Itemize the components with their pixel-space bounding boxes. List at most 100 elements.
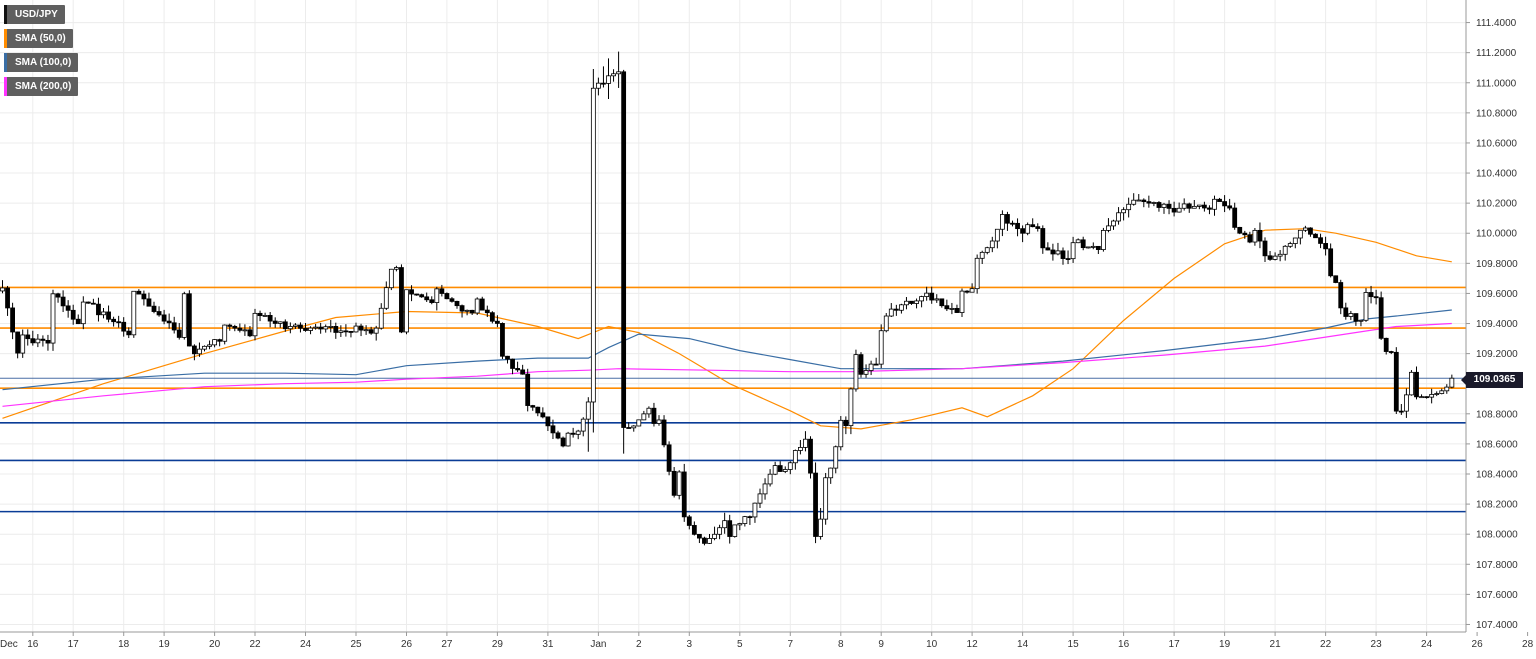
candle-down [126,330,132,336]
candle-up [353,325,359,333]
candle-down [515,368,520,371]
candle-up [1055,250,1061,255]
candle-up [474,298,480,314]
candle-down [540,412,546,418]
candle-up [596,82,601,89]
candle-down [156,311,162,316]
candle-up [338,330,344,333]
time-tick-label: 26 [401,639,413,650]
price-tick-label: 109.6000 [1476,289,1518,300]
candle-up [1292,237,1298,244]
candle-up [737,523,743,526]
horizontal-levels [0,286,1466,513]
price-tick-label: 107.8000 [1476,560,1518,571]
candle-down [439,288,445,294]
candle-up [1131,199,1137,205]
legend: USD/JPY SMA (50,0) SMA (100,0) SMA (200,… [4,5,79,101]
legend-symbol-label: USD/JPY [15,9,58,20]
time-tick-label: 24 [1421,639,1433,650]
candle-down [1045,247,1051,251]
price-tick-label: 109.2000 [1476,349,1518,360]
candle-down [494,320,500,324]
candle-down [1015,222,1020,230]
candle-down [1257,229,1263,242]
candle-up [949,308,955,310]
legend-sma200[interactable]: SMA (200,0) [4,77,79,96]
time-tick-label: 15 [1068,639,1080,650]
candle-up [934,298,940,301]
candle-up [1136,199,1142,202]
candle-up [202,345,207,350]
candle-up [742,516,748,524]
candle-down [697,533,702,539]
candle-up [798,447,803,451]
price-tick-label: 108.4000 [1476,470,1518,481]
candle-down [873,363,879,366]
candle-down [661,419,667,446]
candle-up [994,228,1000,242]
time-axis: Dec 16 17 18 19 20 22 24 25 26 27 29 31 Jan 2 3 5 7 8 9 10 12… [0,631,1536,654]
candle-up [1444,386,1450,392]
time-tick-label: 22 [249,639,261,650]
candle-down [727,520,733,537]
candle-up [676,471,682,496]
legend-sma50[interactable]: SMA (50,0) [4,29,73,48]
candle-down [530,405,536,408]
candle-down [136,290,142,295]
candle-down [843,419,849,427]
candle-up [803,438,808,448]
candle-down [813,472,818,537]
candle-down [535,406,541,414]
candle-down [191,345,197,355]
candle-up [762,483,768,495]
candle-up [1196,204,1202,207]
candle-down [1065,258,1071,260]
price-tick-label: 111.0000 [1476,78,1517,89]
candle-down [1242,232,1248,236]
candle-up [1176,207,1182,213]
candle-up [363,329,369,332]
candle-up [1282,245,1288,255]
candle-down [1146,201,1152,204]
candle-up [1419,396,1424,399]
candle-up [404,289,409,333]
legend-sma200-label: SMA (200,0) [15,81,72,92]
legend-sma100[interactable]: SMA (100,0) [4,53,79,72]
candle-down [146,298,152,307]
candle-down [1328,248,1334,277]
candle-down [267,315,273,322]
legend-sma50-label: SMA (50,0) [15,33,66,44]
candle-up [772,465,778,475]
time-tick-label: 12 [967,639,979,650]
candle-up [757,493,763,504]
candle-up [1409,371,1414,396]
candle-up [1181,203,1187,209]
candle-down [1010,222,1015,225]
candle-down [96,303,101,316]
time-tick-label: 28 [1522,639,1534,650]
candle-up [1085,246,1091,249]
candle-up [1070,242,1076,260]
candle-down [489,312,495,322]
candle-up [373,327,379,334]
candle-up [1358,319,1364,322]
legend-symbol[interactable]: USD/JPY [4,5,65,24]
candle-up [878,330,884,365]
candle-up [1303,227,1308,231]
candle-up [767,473,773,485]
candle-up [1106,225,1111,231]
candle-up [904,300,909,306]
candle-down [343,330,349,333]
candle-up [828,467,834,479]
candle-up [787,462,793,470]
candle-down [333,326,339,333]
price-tick-label: 111.2000 [1476,48,1517,59]
candle-up [792,450,798,464]
candle-up [80,301,86,325]
candle-down [929,292,935,301]
candle-up [323,326,329,330]
candle-up [1075,239,1081,244]
